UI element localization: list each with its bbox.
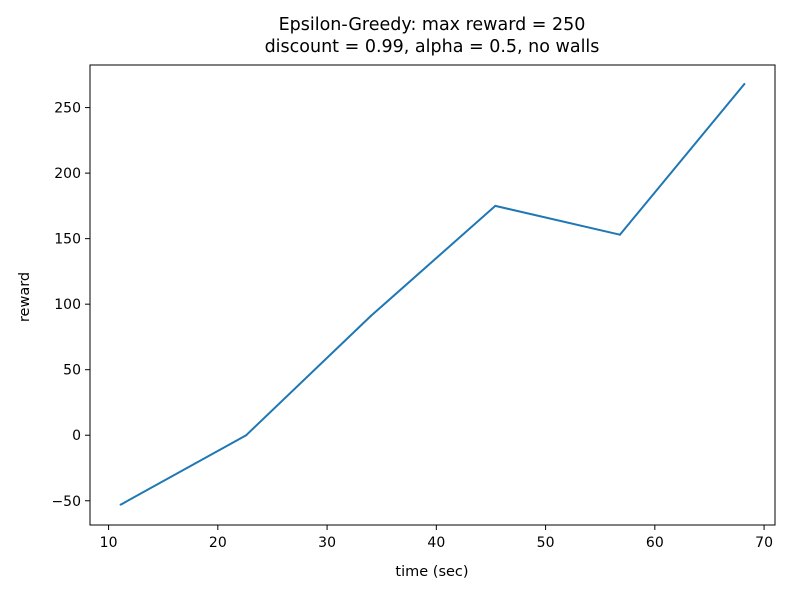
data-point	[618, 233, 621, 236]
x-tick-label: 10	[100, 535, 118, 551]
y-tick-label: 50	[63, 363, 81, 379]
plot-frame	[89, 64, 776, 526]
data-point	[245, 434, 248, 437]
y-tick-label: 150	[54, 232, 81, 248]
x-tick-label: 40	[427, 535, 445, 551]
y-tick-label: 250	[54, 101, 81, 117]
x-tick-label: 30	[318, 535, 336, 551]
y-tick-label: 0	[72, 428, 81, 444]
y-axis-label: reward	[17, 272, 33, 322]
y-tick-label: −50	[51, 494, 81, 510]
y-tick-label: 200	[54, 166, 81, 182]
y-axis: −50 0 50 100 150 200 250	[51, 101, 90, 510]
data-point	[119, 503, 122, 506]
x-tick-label: 60	[646, 535, 664, 551]
y-tick-label: 100	[54, 297, 81, 313]
series-line-0	[120, 83, 746, 506]
x-tick-label: 20	[209, 535, 227, 551]
x-axis: 10 20 30 40 50 60 70	[100, 525, 773, 551]
chart-subtitle: discount = 0.99, alpha = 0.5, no walls	[265, 37, 600, 57]
x-axis-label: time (sec)	[395, 564, 468, 580]
x-tick-label: 70	[755, 535, 773, 551]
data-point	[743, 83, 746, 86]
chart-title: Epsilon-Greedy: max reward = 250	[279, 15, 586, 35]
series-lines	[119, 83, 746, 506]
data-point	[369, 314, 372, 317]
x-tick-label: 50	[537, 535, 555, 551]
data-point	[494, 204, 497, 207]
